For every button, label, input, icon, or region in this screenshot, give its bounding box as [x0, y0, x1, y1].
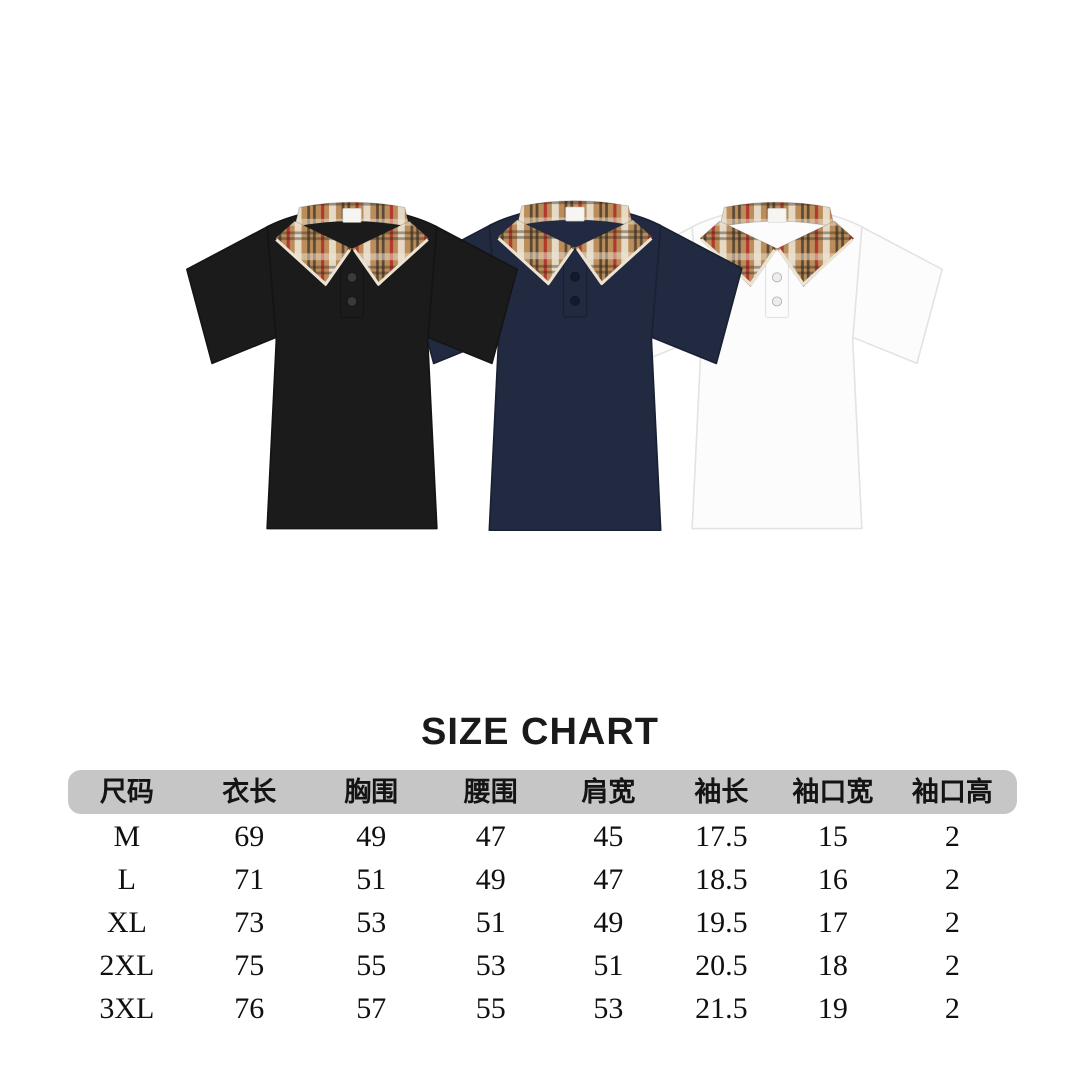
measurement-cell: 49	[475, 862, 506, 896]
size-table-header-cell: 腰围	[463, 776, 518, 807]
size-table-row: L 71 51 49 47 18.5 16 2	[68, 858, 1017, 901]
measurement-cell: 17.5	[695, 819, 748, 853]
size-table-header-cell: 袖口高	[911, 776, 993, 807]
size-label-cell: M	[113, 819, 141, 853]
measurement-cell: 20.5	[695, 948, 748, 982]
size-label-cell: 3XL	[99, 991, 155, 1025]
measurement-cell: 18.5	[695, 862, 748, 896]
measurement-cell: 49	[593, 905, 624, 939]
size-label-cell: L	[117, 862, 136, 896]
measurement-cell: 55	[356, 948, 387, 982]
measurement-cell: 57	[356, 991, 387, 1025]
size-table-header: 尺码 衣长 胸围 腰围 肩宽 袖长 袖口宽 袖口高	[68, 770, 1017, 814]
measurement-cell: 49	[356, 819, 387, 853]
measurement-cell: 75	[234, 948, 265, 982]
measurement-cell: 51	[593, 948, 624, 982]
measurement-cell: 47	[593, 862, 624, 896]
size-table-row: XL 73 53 51 49 19.5 17 2	[68, 901, 1017, 944]
size-table-body: M 69 49 47 45 17.5 15 2 L 71 51 49 47 18.5 16 2 XL 73 53 51…	[68, 815, 1017, 1030]
measurement-cell: 53	[356, 905, 387, 939]
measurement-cell: 73	[234, 905, 265, 939]
size-table-row: 2XL 75 55 53 51 20.5 18 2	[68, 944, 1017, 987]
measurement-cell: 51	[475, 905, 506, 939]
measurement-cell: 53	[475, 948, 506, 982]
measurement-cell: 53	[593, 991, 624, 1025]
size-chart-title: SIZE CHART	[421, 711, 659, 753]
measurement-cell: 18	[817, 948, 848, 982]
size-table-row: M 69 49 47 45 17.5 15 2	[68, 815, 1017, 858]
measurement-cell: 2	[944, 862, 960, 896]
size-table-header-cell: 肩宽	[581, 776, 636, 807]
measurement-cell: 76	[234, 991, 265, 1025]
measurement-cell: 51	[356, 862, 387, 896]
measurement-cell: 19	[817, 991, 848, 1025]
size-table-row: 3XL 76 57 55 53 21.5 19 2	[68, 987, 1017, 1030]
measurement-cell: 21.5	[695, 991, 748, 1025]
measurement-cell: 71	[234, 862, 265, 896]
size-label-cell: 2XL	[99, 948, 155, 982]
measurement-cell: 2	[944, 905, 960, 939]
measurement-cell: 69	[234, 819, 265, 853]
size-table-header-cell: 胸围	[344, 776, 399, 807]
measurement-cell: 2	[944, 948, 960, 982]
measurement-cell: 15	[817, 819, 848, 853]
measurement-cell: 45	[593, 819, 624, 853]
measurement-cell: 17	[817, 905, 848, 939]
size-table-header-cell: 袖口宽	[792, 776, 874, 807]
measurement-cell: 19.5	[695, 905, 748, 939]
size-table-header-cell: 衣长	[222, 776, 277, 807]
size-table-header-cell: 尺码	[99, 776, 154, 807]
size-label-cell: XL	[106, 905, 147, 939]
black-polo-image	[157, 150, 547, 563]
measurement-cell: 16	[817, 862, 848, 896]
measurement-cell: 2	[944, 991, 960, 1025]
measurement-cell: 55	[475, 991, 506, 1025]
size-table-header-cell: 袖长	[694, 776, 749, 807]
measurement-cell: 2	[944, 819, 960, 853]
measurement-cell: 47	[475, 819, 506, 853]
